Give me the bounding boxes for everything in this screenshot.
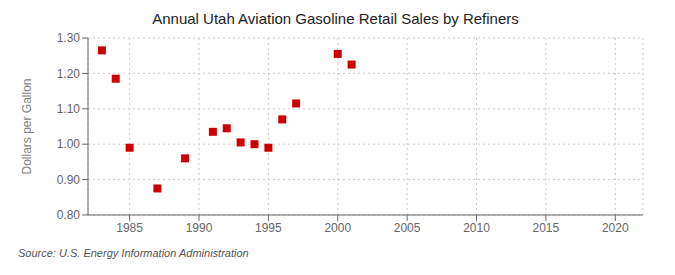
svg-text:1990: 1990 [186, 221, 213, 235]
svg-text:2010: 2010 [463, 221, 490, 235]
svg-text:2020: 2020 [602, 221, 629, 235]
svg-text:0.80: 0.80 [57, 208, 81, 222]
svg-text:2000: 2000 [324, 221, 351, 235]
svg-text:2005: 2005 [394, 221, 421, 235]
svg-text:1.10: 1.10 [57, 102, 81, 116]
svg-text:1995: 1995 [255, 221, 282, 235]
svg-text:Dollars per Gallon: Dollars per Gallon [20, 78, 34, 174]
svg-text:1.00: 1.00 [57, 137, 81, 151]
svg-text:1.30: 1.30 [57, 31, 81, 45]
svg-text:1985: 1985 [116, 221, 143, 235]
svg-text:0.90: 0.90 [57, 173, 81, 187]
html-text:Annual Utah Aviation Gasoline: Annual Utah Aviation Gasoline Retail Sal… [152, 10, 519, 27]
svg-text:1.20: 1.20 [57, 67, 81, 81]
svg-text:2015: 2015 [533, 221, 560, 235]
html-text:Source: U.S. Energy Informatio: Source: U.S. Energy Information Administ… [18, 247, 249, 259]
